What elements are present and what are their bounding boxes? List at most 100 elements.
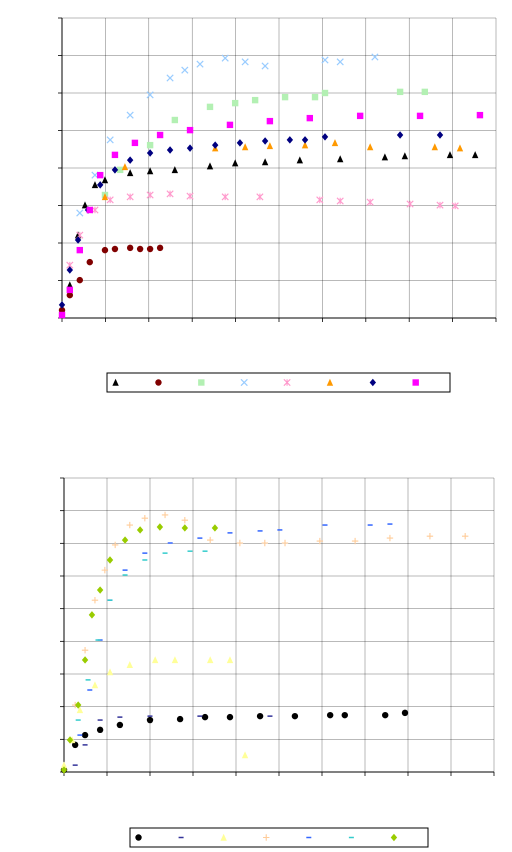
point [436, 131, 444, 139]
point [306, 114, 314, 122]
point [146, 191, 154, 199]
point [226, 121, 234, 129]
point [261, 62, 269, 70]
point [386, 534, 394, 542]
point [221, 193, 229, 201]
point [141, 514, 149, 522]
point [356, 112, 364, 120]
point [111, 245, 119, 253]
point [476, 111, 484, 119]
point [96, 171, 104, 179]
point [416, 112, 424, 120]
point [101, 246, 109, 254]
point [146, 716, 154, 724]
point [256, 712, 264, 720]
legend [106, 372, 451, 393]
legend-marker [220, 833, 227, 841]
point [58, 306, 66, 314]
point [291, 712, 299, 720]
point [106, 196, 114, 204]
point [316, 537, 324, 545]
point [76, 706, 84, 714]
point [456, 144, 464, 152]
point [321, 133, 329, 141]
point [251, 96, 259, 104]
point [66, 291, 74, 299]
point [471, 151, 479, 159]
point [381, 153, 389, 161]
point [341, 711, 348, 719]
point [71, 741, 79, 749]
point [111, 166, 119, 174]
point [96, 181, 104, 189]
point [156, 244, 164, 252]
point [96, 586, 104, 594]
point [201, 713, 209, 721]
point [321, 89, 329, 97]
point [166, 74, 174, 82]
point [171, 166, 179, 174]
point [81, 646, 89, 654]
point [146, 91, 154, 99]
point [266, 142, 274, 150]
point [126, 111, 134, 119]
point [461, 532, 469, 540]
point [371, 53, 379, 61]
point [186, 192, 194, 200]
legend-marker [135, 834, 142, 841]
point [241, 143, 249, 151]
point [86, 258, 93, 266]
point [126, 244, 134, 252]
point [166, 146, 174, 154]
point [261, 158, 269, 166]
point [311, 93, 319, 101]
point [207, 536, 214, 544]
point [126, 661, 133, 669]
point [206, 162, 214, 170]
point [171, 116, 179, 124]
point [111, 151, 119, 159]
point [126, 193, 134, 201]
point [451, 202, 459, 210]
point [91, 596, 99, 604]
point [336, 58, 344, 66]
point [296, 156, 304, 164]
point [126, 521, 133, 529]
legend-marker [240, 378, 248, 387]
point [126, 156, 134, 164]
point [106, 668, 114, 676]
point [401, 152, 409, 160]
point [101, 566, 109, 574]
point [76, 209, 84, 217]
point [136, 526, 144, 534]
legend [129, 827, 429, 848]
point [401, 709, 409, 717]
point [406, 200, 414, 208]
point [146, 149, 154, 157]
point [58, 301, 66, 309]
point [261, 137, 269, 145]
point [156, 523, 164, 531]
point [382, 711, 389, 719]
point [446, 151, 454, 159]
point [60, 766, 68, 774]
point [231, 99, 239, 107]
point [60, 761, 68, 769]
point [321, 56, 329, 64]
point [151, 656, 159, 664]
point [66, 736, 74, 744]
legend-marker [198, 379, 205, 386]
point [116, 166, 124, 174]
point [88, 611, 96, 619]
point [241, 751, 249, 759]
point [131, 139, 139, 147]
point [81, 656, 89, 664]
point [241, 58, 249, 66]
point [286, 136, 294, 144]
point [266, 117, 274, 125]
point [146, 167, 154, 175]
point [226, 713, 234, 721]
legend-marker [112, 378, 119, 386]
legend-marker [326, 378, 334, 386]
